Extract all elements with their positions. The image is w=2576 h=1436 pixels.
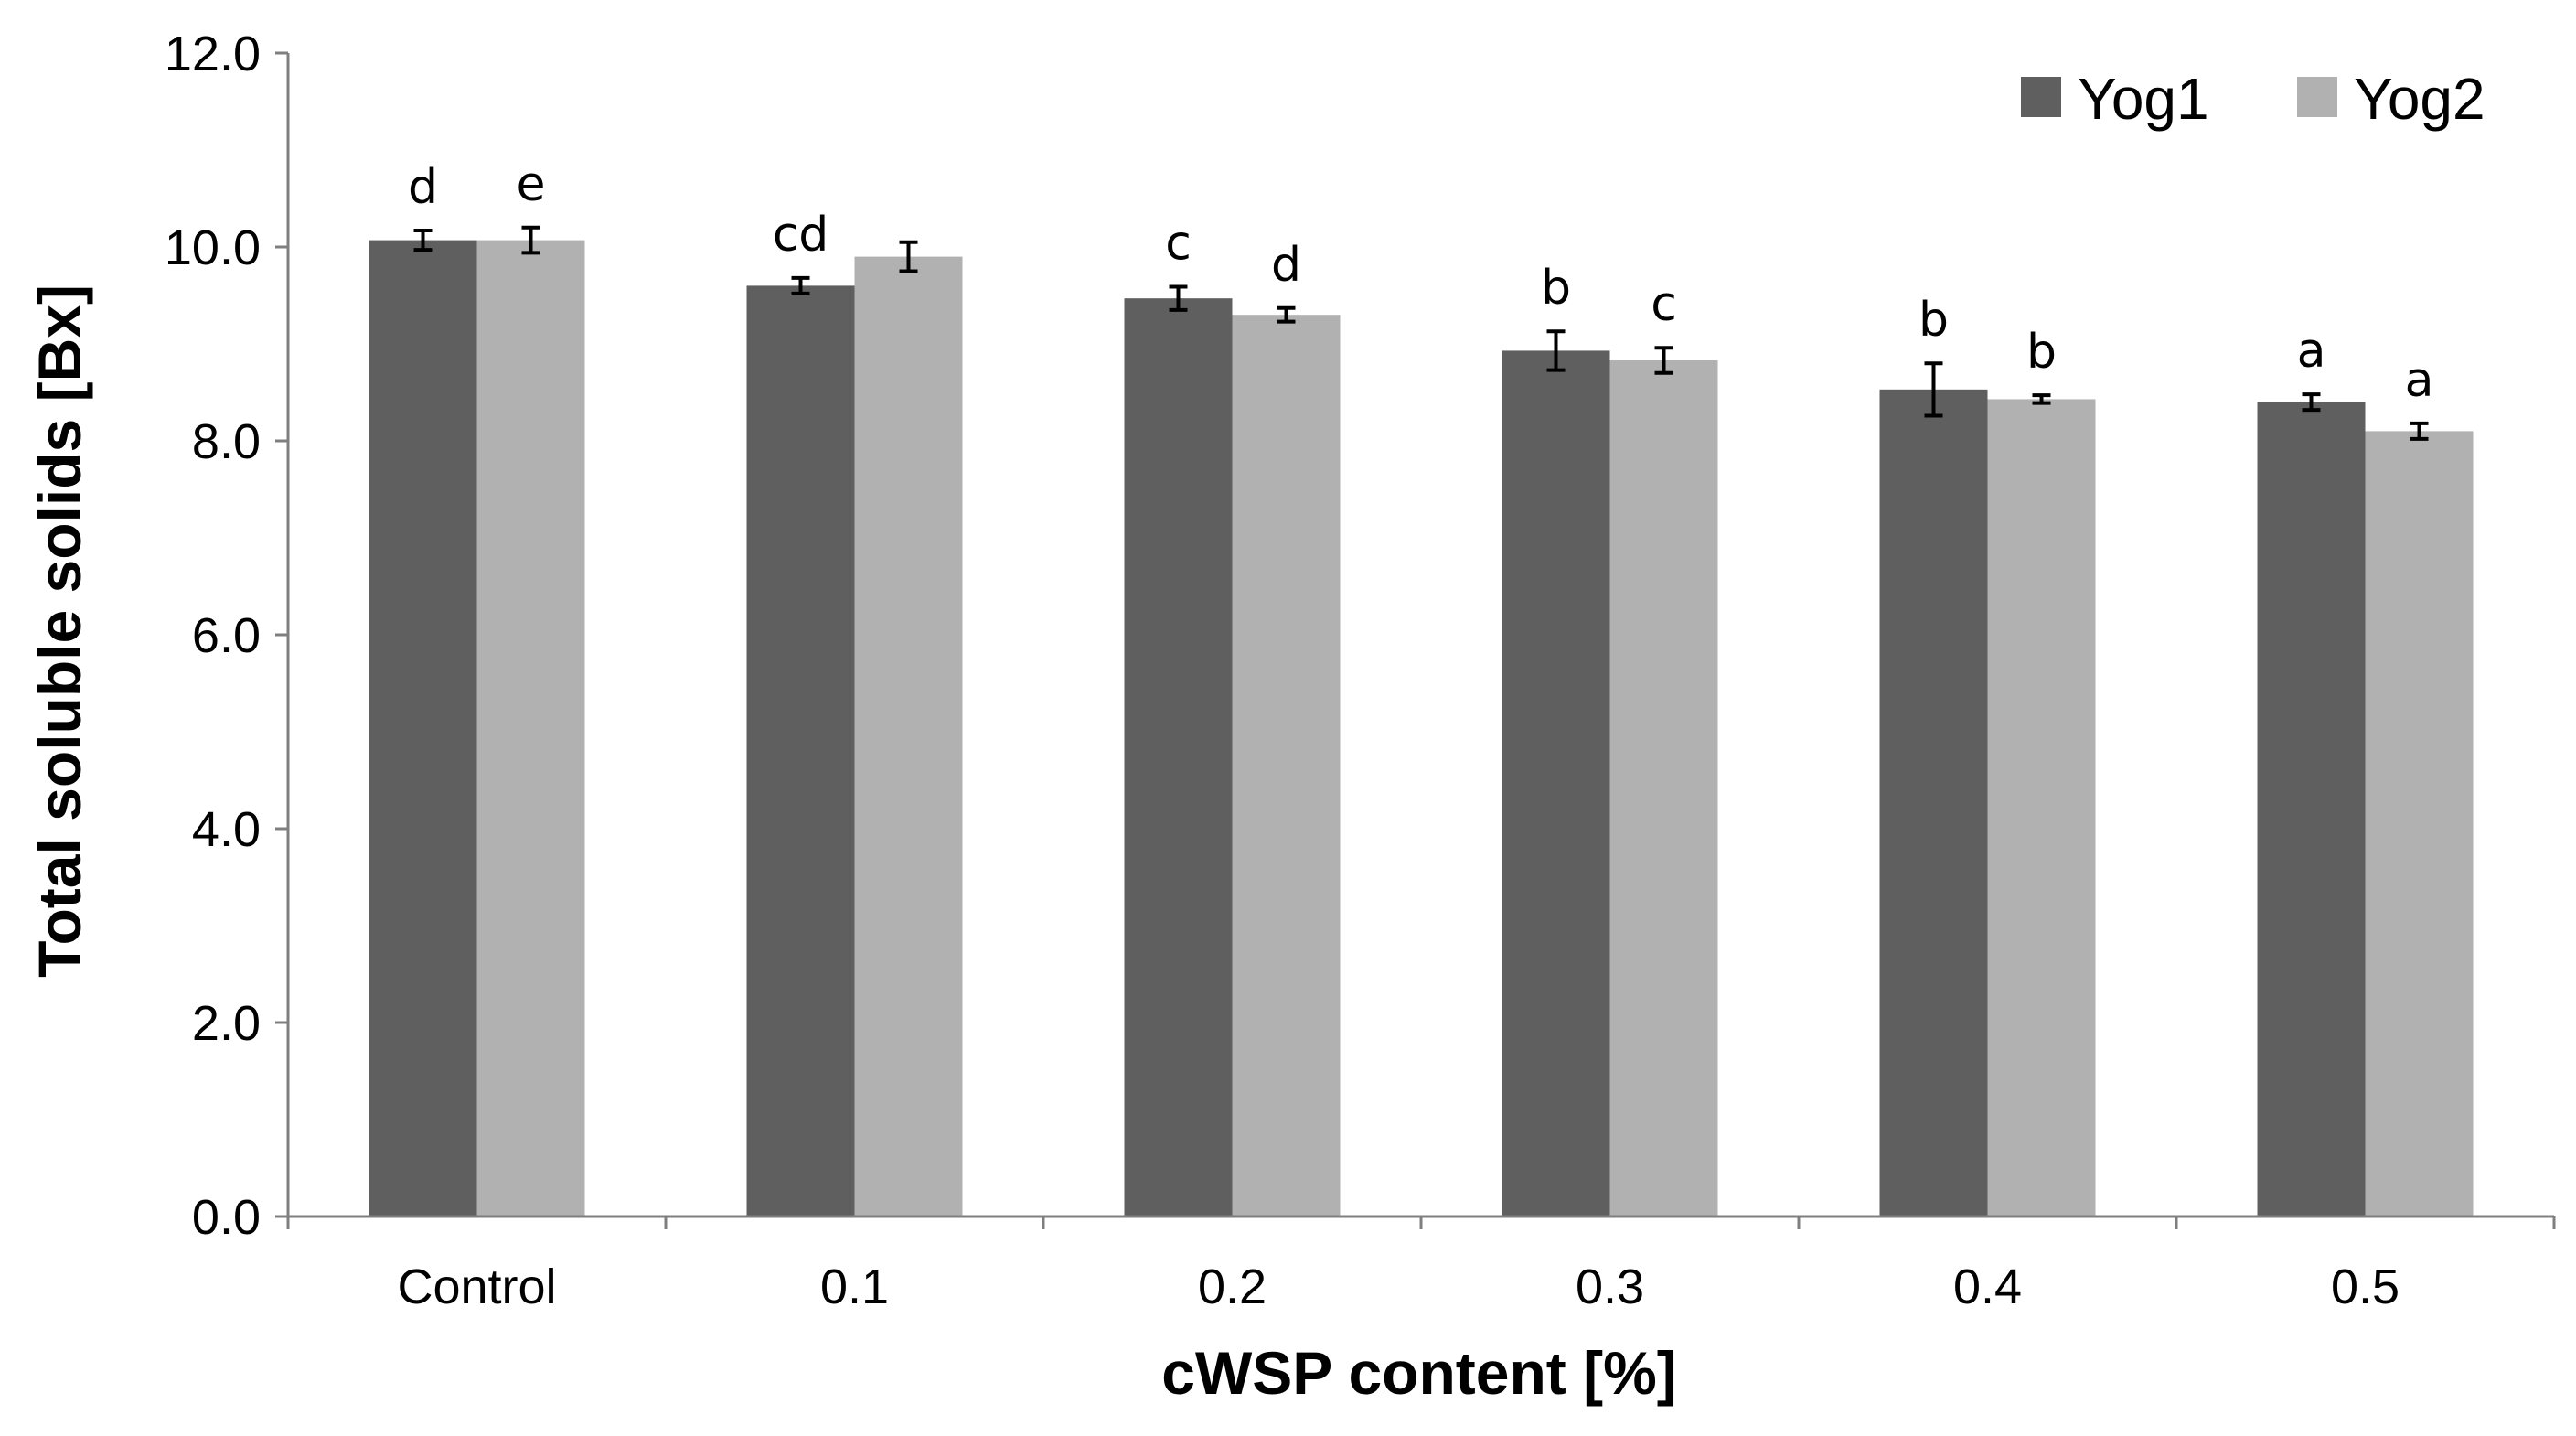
x-tick-label: Control (397, 1259, 556, 1314)
error-bar-yog1-control (413, 228, 433, 252)
bar-yog2-0.5 (2365, 431, 2474, 1216)
error-bar-yog1-0.3 (1546, 329, 1566, 372)
y-tick-label: 6.0 (192, 608, 261, 663)
error-bar-yog2-0.3 (1654, 346, 1673, 375)
y-axis-title: Total soluble solids [Bx] (26, 284, 93, 978)
bar-yog2-0.3 (1609, 360, 1718, 1216)
y-tick-label: 2.0 (192, 996, 261, 1051)
legend-swatch-yog1 (2021, 77, 2061, 117)
significance-label-yog1-control: d (408, 160, 438, 215)
error-bar-yog1-0.2 (1169, 284, 1188, 312)
bar-yog2-0.4 (1987, 399, 2096, 1216)
significance-label-yog1-0.2: c (1165, 216, 1192, 271)
error-bar-yog2-0.2 (1277, 305, 1296, 324)
bars-layer (369, 240, 2474, 1217)
error-bar-yog2-control (521, 225, 540, 255)
significance-label-yog1-0.5: a (2297, 324, 2326, 379)
significance-label-yog1-0.1: cd (773, 208, 829, 263)
x-tick-label: 0.1 (820, 1259, 889, 1314)
x-tick-label: 0.5 (2331, 1259, 2400, 1314)
error-bar-yog2-0.5 (2410, 421, 2429, 441)
bar-yog2-0.2 (1232, 315, 1341, 1216)
significance-label-yog2-control: e (517, 157, 546, 212)
bar-yog1-0.4 (1879, 389, 1988, 1216)
error-bar-yog1-0.1 (791, 275, 810, 295)
bar-yog1-0.1 (746, 285, 855, 1216)
x-axis-title: cWSP content [%] (1161, 1339, 1676, 1407)
bar-yog1-0.2 (1124, 298, 1233, 1216)
legend-swatch-yog2 (2297, 77, 2337, 117)
significance-labels-layer: d ecd c d b c bb aa (408, 157, 2433, 408)
legend-label-yog1: Yog1 (2078, 66, 2209, 132)
x-tick-label: 0.4 (1953, 1259, 2022, 1314)
x-tick-label: 0.2 (1198, 1259, 1267, 1314)
y-tick-label: 10.0 (165, 220, 261, 275)
y-tick-label: 4.0 (192, 802, 261, 857)
significance-label-yog2-0.3: c (1651, 277, 1677, 332)
legend-label-yog2: Yog2 (2354, 66, 2485, 132)
error-bar-yog1-0.4 (1924, 361, 1943, 418)
legend: Yog1 Yog2 (2021, 66, 2485, 132)
y-tick-label: 8.0 (192, 414, 261, 469)
significance-label-yog1-0.4: b (1919, 293, 1949, 348)
axes-layer: 0.0 2.0 4.0 6.0 8.0 10.0 12.0 Control 0.1 0.2 0.3 0… (165, 27, 2556, 1314)
error-bars-layer (413, 225, 2429, 441)
significance-label-yog2-0.4: b (2026, 325, 2057, 380)
bar-yog2-control (476, 240, 585, 1217)
significance-label-yog2-0.5: a (2405, 353, 2434, 408)
error-bar-yog1-0.5 (2302, 392, 2321, 413)
y-tick-label: 12.0 (165, 27, 261, 81)
x-tick-label: 0.3 (1576, 1259, 1644, 1314)
y-tick-label: 0.0 (192, 1190, 261, 1245)
error-bar-yog2-0.4 (2032, 393, 2051, 405)
bar-yog1-0.3 (1502, 350, 1610, 1216)
error-bar-yog2-0.1 (899, 240, 918, 273)
significance-label-yog1-0.3: b (1541, 261, 1571, 316)
significance-label-yog2-0.2: d (1271, 238, 1301, 293)
bar-yog1-control (369, 240, 477, 1217)
bar-yog2-0.1 (854, 256, 963, 1217)
bar-yog1-0.5 (2257, 402, 2366, 1217)
